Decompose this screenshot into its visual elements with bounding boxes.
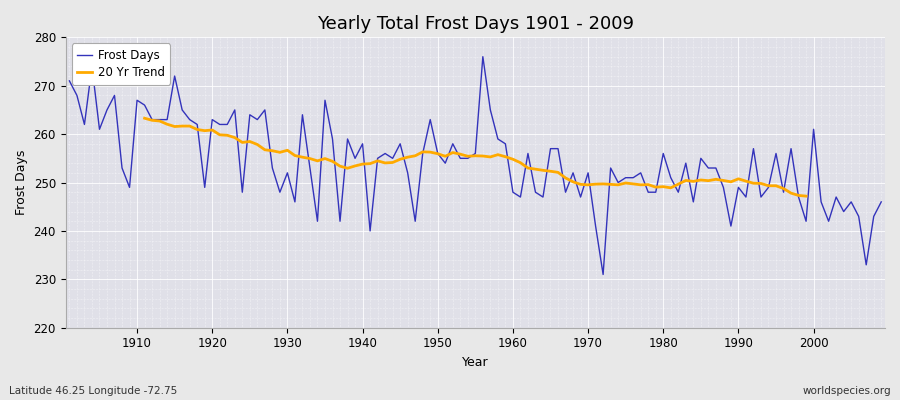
20 Yr Trend <box>395 157 406 162</box>
Line: 20 Yr Trend: 20 Yr Trend <box>145 118 806 196</box>
20 Yr Trend <box>477 154 488 158</box>
Frost Days <box>508 190 518 195</box>
Frost Days <box>598 272 608 277</box>
Frost Days <box>64 78 75 83</box>
Text: worldspecies.org: worldspecies.org <box>803 386 891 396</box>
Frost Days <box>290 200 301 204</box>
20 Yr Trend <box>274 150 285 155</box>
Line: Frost Days: Frost Days <box>69 57 881 274</box>
20 Yr Trend <box>140 116 150 121</box>
Frost Days <box>515 195 526 200</box>
Title: Yearly Total Frost Days 1901 - 2009: Yearly Total Frost Days 1901 - 2009 <box>317 15 634 33</box>
Frost Days <box>477 54 488 59</box>
Frost Days <box>335 219 346 224</box>
Frost Days <box>876 200 886 204</box>
20 Yr Trend <box>207 128 218 132</box>
20 Yr Trend <box>222 133 233 138</box>
Frost Days <box>613 180 624 185</box>
Legend: Frost Days, 20 Yr Trend: Frost Days, 20 Yr Trend <box>72 43 170 84</box>
Y-axis label: Frost Days: Frost Days <box>15 150 28 215</box>
20 Yr Trend <box>725 180 736 184</box>
X-axis label: Year: Year <box>462 356 489 369</box>
Text: Latitude 46.25 Longitude -72.75: Latitude 46.25 Longitude -72.75 <box>9 386 177 396</box>
Frost Days <box>124 185 135 190</box>
20 Yr Trend <box>801 194 812 198</box>
